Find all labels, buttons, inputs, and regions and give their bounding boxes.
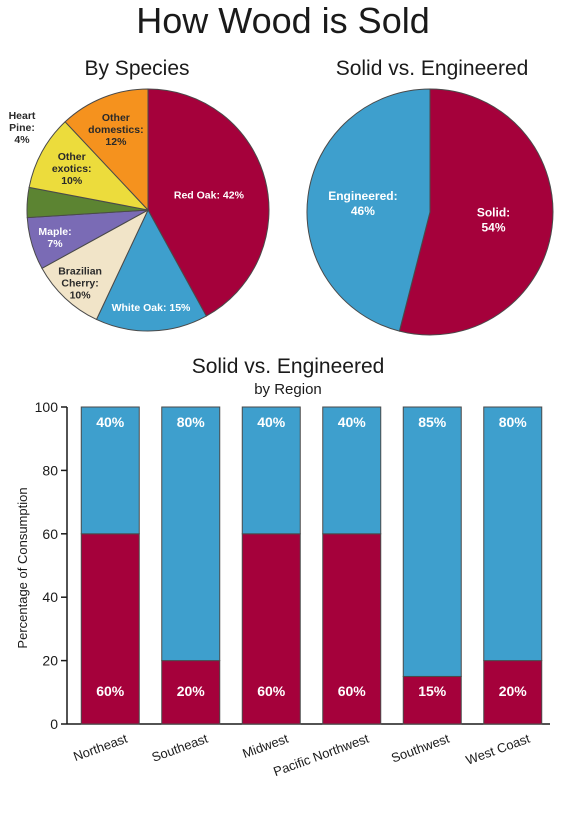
bar-label-solid-pacific-northwest: 60%	[338, 683, 367, 699]
species-label-other-exotics-line-2: 10%	[61, 175, 83, 187]
bar-label-engineered-southwest: 85%	[418, 414, 447, 430]
category-label-midwest: Midwest	[240, 731, 290, 762]
region-bar-title: Solid vs. Engineered	[192, 355, 385, 378]
bar-solid-west-coast	[483, 660, 543, 725]
species-slice-white-oak	[95, 208, 207, 332]
y-tick-label: 0	[50, 716, 58, 732]
y-axis-label: Percentage of Consumption	[15, 487, 30, 648]
y-tick-label: 20	[42, 653, 58, 669]
bar-engineered-southwest	[402, 406, 462, 677]
species-slice-red-oak	[147, 88, 270, 317]
category-label-southeast: Southeast	[150, 731, 211, 765]
species-label-brazilian-cherry-line-1: Cherry:	[61, 277, 98, 289]
share-label-engineered-line-1: 46%	[351, 204, 375, 218]
bar-solid-pacific-northwest	[322, 533, 382, 725]
species-label-other-domestics-line-0: Other	[102, 112, 130, 124]
category-label-northeast: Northeast	[71, 731, 129, 765]
bar-label-solid-southwest: 15%	[418, 683, 447, 699]
species-label-brazilian-cherry-line-2: 10%	[70, 289, 92, 301]
species-pie-title: By Species	[84, 57, 189, 80]
species-slice-other-exotics	[28, 121, 150, 211]
species-label-heart-pine-line-0: Heart	[9, 110, 36, 122]
bar-solid-southeast	[161, 660, 221, 725]
species-label-maple-line-1: 7%	[47, 238, 63, 250]
species-label-heart-pine-line-1: Pine:	[9, 122, 35, 134]
y-tick-label: 40	[42, 589, 58, 605]
bar-engineered-southeast	[161, 406, 221, 662]
species-label-other-domestics-line-1: domestics:	[88, 124, 143, 136]
species-pie	[26, 88, 270, 332]
species-label-other-exotics-line-0: Other	[58, 151, 86, 163]
species-label-maple-line-0: Maple:	[38, 226, 71, 238]
bar-solid-northeast	[80, 533, 140, 725]
species-label-other-domestics-line-2: 12%	[105, 136, 127, 148]
bar-label-engineered-midwest: 40%	[257, 414, 286, 430]
category-label-west-coast: West Coast	[464, 731, 532, 768]
main-title: How Wood is Sold	[136, 0, 429, 41]
bar-label-solid-northeast: 60%	[96, 683, 125, 699]
bar-engineered-northeast	[80, 406, 140, 535]
solid-engineered-pie	[306, 88, 554, 336]
species-label-other-exotics-line-1: exotics:	[52, 163, 92, 175]
species-label-heart-pine-line-2: 4%	[14, 134, 30, 146]
share-label-solid-line-0: Solid:	[477, 206, 510, 220]
y-tick-label: 80	[42, 462, 58, 478]
bar-label-solid-west-coast: 20%	[499, 683, 528, 699]
species-slice-other-domestics	[64, 88, 149, 212]
species-pie-labels: Red Oak: 42% White Oak: 15% BrazilianCherr…	[9, 110, 245, 314]
region-bar-subtitle: by Region	[254, 381, 322, 398]
y-tick-label: 100	[35, 399, 59, 415]
share-label-solid-line-1: 54%	[481, 221, 505, 235]
species-slice-brazilian-cherry	[41, 208, 150, 321]
share-label-engineered-line-0: Engineered:	[328, 189, 397, 203]
species-label-white-oak-line-0: White Oak: 15%	[112, 302, 191, 314]
bar-label-engineered-west-coast: 80%	[499, 414, 528, 430]
share-slice-solid	[398, 88, 554, 336]
species-label-brazilian-cherry-line-0: Brazilian	[58, 265, 102, 277]
solid-engineered-pie-labels: Solid:54% Engineered:46%	[328, 189, 510, 235]
bar-engineered-midwest	[241, 406, 301, 535]
bar-label-engineered-northeast: 40%	[96, 414, 125, 430]
bar-engineered-west-coast	[483, 406, 543, 662]
bar-engineered-pacific-northwest	[322, 406, 382, 535]
bar-solid-southwest	[402, 675, 462, 725]
bar-label-engineered-southeast: 80%	[177, 414, 206, 430]
bar-label-engineered-pacific-northwest: 40%	[338, 414, 367, 430]
solid-engineered-pie-title: Solid vs. Engineered	[336, 57, 529, 80]
category-label-southwest: Southwest	[389, 731, 452, 766]
y-tick-label: 60	[42, 526, 58, 542]
bar-label-solid-midwest: 60%	[257, 683, 286, 699]
bar-solid-midwest	[241, 533, 301, 725]
species-label-red-oak-line-0: Red Oak: 42%	[174, 189, 245, 201]
share-slice-engineered	[306, 88, 431, 332]
bar-label-solid-southeast: 20%	[177, 683, 206, 699]
region-bar-chart: 0 20 40 60 80 100 40% 60% Northeast 80% 20% Southea…	[35, 399, 550, 779]
